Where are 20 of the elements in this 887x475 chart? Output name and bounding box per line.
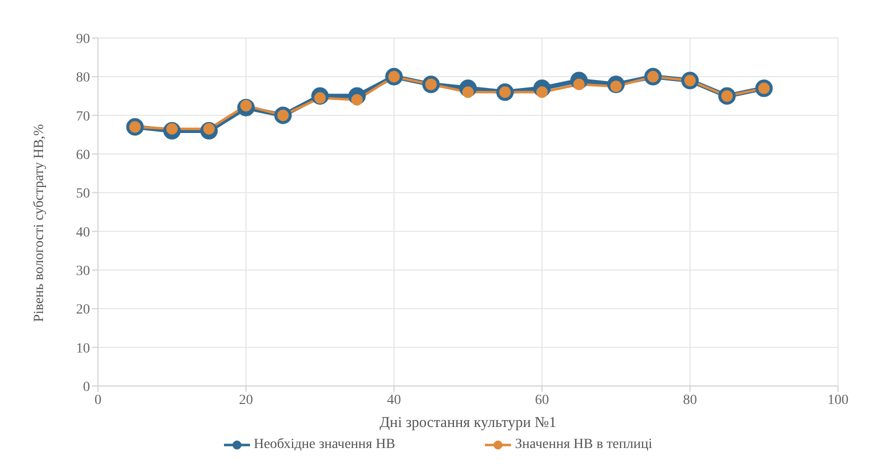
y-tick-label: 90	[76, 32, 90, 47]
x-tick-label: 60	[535, 392, 549, 408]
x-axis-title: Дні зростання культури №1	[380, 415, 556, 431]
x-tick-label: 40	[387, 392, 401, 408]
y-tick-label: 70	[76, 109, 90, 124]
y-tick-label: 60	[76, 148, 90, 163]
legend-label: Необхідне значення НВ	[252, 437, 396, 453]
y-tick-label: 30	[76, 264, 90, 279]
x-tick-label: 0	[94, 392, 102, 408]
legend-label: Значення НВ в теплиці	[514, 437, 652, 453]
y-tick-label: 10	[76, 341, 90, 356]
y-tick-label: 50	[76, 186, 90, 202]
y-tick-label: 80	[76, 70, 90, 86]
y-tick-label: 20	[76, 302, 90, 318]
y-tick-label: 40	[76, 225, 90, 240]
x-tick-label: 80	[683, 392, 697, 408]
x-tick-label: 20	[239, 392, 253, 408]
x-tick-label: 100	[828, 392, 848, 408]
y-tick-label: 0	[83, 380, 90, 395]
y-axis-title: Рівень вологості субстрату НВ,%	[32, 124, 47, 322]
